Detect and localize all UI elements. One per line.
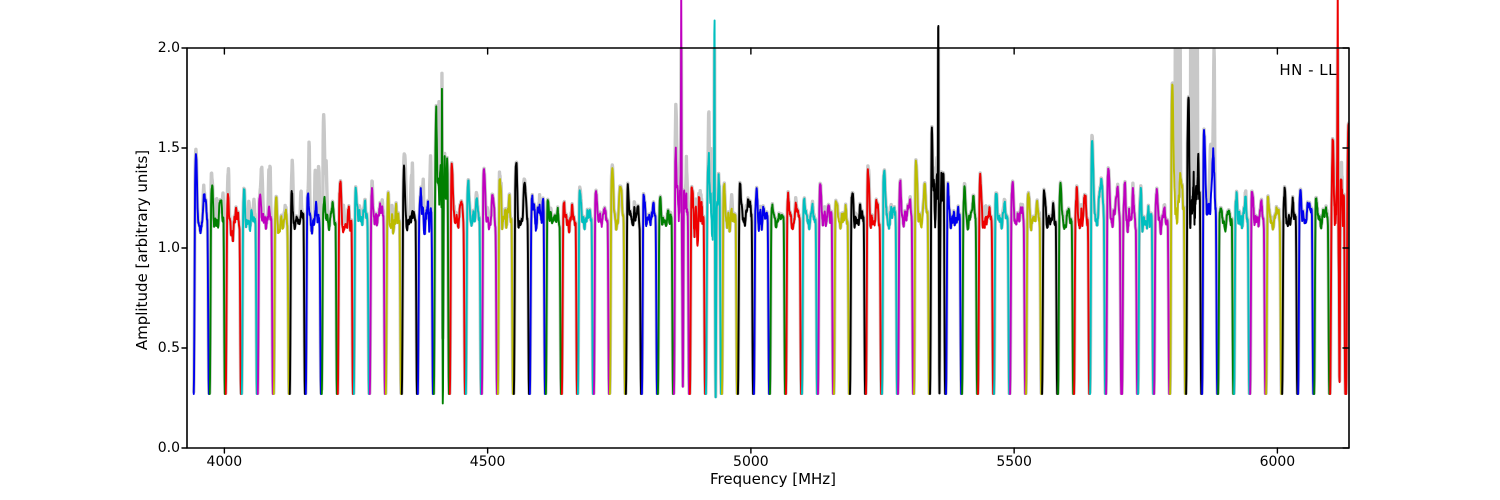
correlation-annotation: HN - LL: [1279, 61, 1337, 79]
x-tick-label: 4000: [206, 454, 243, 470]
x-tick-label: 6000: [1259, 454, 1296, 470]
y-tick-label: 1.0: [157, 240, 180, 256]
y-tick-label: 1.5: [157, 140, 180, 156]
x-axis-label: Frequency [MHz]: [709, 470, 837, 488]
x-tick-label: 5500: [996, 454, 1032, 470]
y-axis-label: Amplitude [arbitrary units]: [133, 149, 151, 351]
x-tick-label: 5000: [733, 454, 769, 470]
y-tick-label: 0.5: [157, 340, 180, 356]
y-tick-label: 0.0: [157, 440, 180, 456]
y-tick-label: 2.0: [157, 40, 180, 56]
x-tick-label: 4500: [469, 454, 506, 470]
